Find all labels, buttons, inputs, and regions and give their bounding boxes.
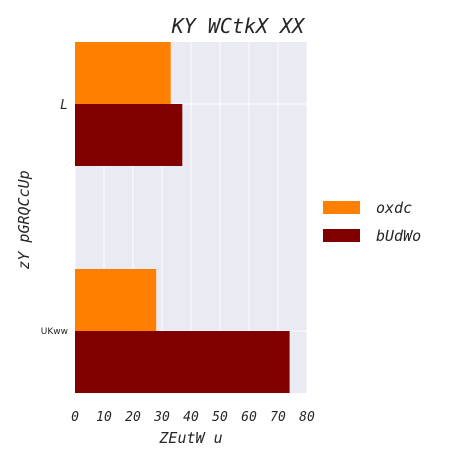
y-tick-labels: L UKww — [41, 98, 68, 337]
bars — [75, 42, 290, 393]
x-tick-label: 70 — [270, 410, 286, 425]
x-tick-label: 10 — [96, 410, 112, 425]
legend-label-oxdc: oxdc — [376, 199, 412, 217]
bar-bUdWo-L — [75, 104, 183, 166]
x-tick-label: 60 — [241, 410, 257, 425]
y-axis-label: zY pGRQCcUp — [15, 170, 33, 269]
bar-oxdc-UKww — [75, 269, 157, 331]
x-tick-label: 30 — [153, 410, 170, 425]
chart-title: KY WCtkX XX — [171, 14, 306, 38]
x-tick-label: 80 — [299, 410, 315, 425]
x-tick-label: 40 — [183, 410, 199, 425]
x-tick-label: 20 — [125, 410, 141, 425]
x-axis-label: ZEutW u — [158, 429, 222, 447]
y-tick-label: UKww — [41, 327, 68, 337]
y-tick-label: L — [60, 98, 68, 113]
bar-oxdc-L — [75, 42, 171, 104]
x-tick-label: 0 — [71, 410, 79, 425]
x-tick-labels: 0 10 20 30 40 50 60 70 80 — [71, 410, 315, 425]
legend-label-bUdWo: bUdWo — [376, 227, 421, 245]
legend: oxdc bUdWo — [323, 199, 421, 245]
x-tick-label: 50 — [212, 410, 228, 425]
bar-bUdWo-UKww — [75, 331, 290, 393]
legend-swatch-bUdWo — [323, 229, 360, 242]
legend-swatch-oxdc — [323, 201, 360, 214]
